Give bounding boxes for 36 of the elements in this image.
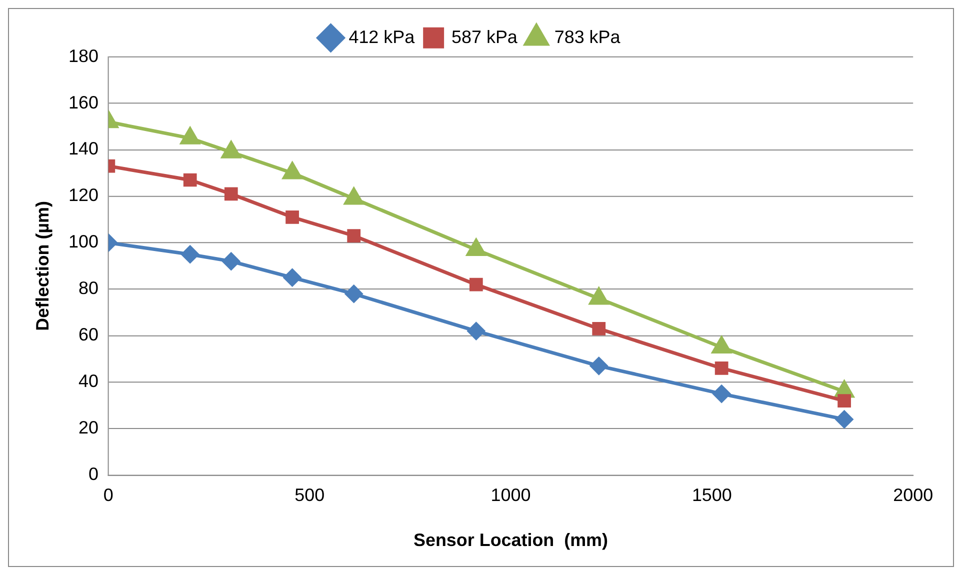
y-tick-label: 40 — [78, 371, 98, 392]
point — [183, 173, 197, 187]
x-tick-label: 1500 — [692, 484, 732, 505]
point — [838, 394, 851, 408]
y-tick-label: 20 — [78, 418, 98, 438]
point — [712, 385, 730, 403]
point — [467, 322, 485, 340]
legend-label: 783 kPa — [554, 26, 620, 47]
point — [714, 362, 728, 375]
x-tick-label: 1000 — [490, 484, 531, 505]
point — [836, 410, 854, 428]
y-tick-label: 80 — [78, 278, 98, 298]
legend-label: 412 kPa — [348, 26, 415, 47]
x-tick-label: 500 — [294, 484, 325, 505]
x-tick-label: 2000 — [893, 484, 934, 505]
x-axis-title: Sensor Location (mm) — [414, 530, 608, 550]
legend-label: 587 kPa — [452, 26, 518, 47]
point — [284, 268, 302, 286]
point — [347, 229, 361, 242]
y-tick-label: 0 — [88, 464, 98, 484]
point — [224, 187, 238, 201]
y-tick-label: 140 — [68, 138, 98, 159]
x-tick-label: 0 — [103, 484, 114, 505]
point — [469, 278, 483, 292]
point — [222, 252, 240, 270]
y-tick-label: 120 — [68, 185, 98, 206]
point — [286, 210, 299, 224]
point — [345, 285, 363, 303]
y-axis-title: Deflection (µm) — [32, 201, 53, 331]
point — [590, 357, 608, 375]
point — [181, 246, 199, 264]
y-tick-label: 160 — [68, 92, 98, 112]
y-tick-label: 180 — [68, 46, 98, 66]
y-tick-label: 60 — [78, 324, 98, 345]
point — [592, 322, 606, 336]
y-tick-label: 100 — [68, 232, 98, 252]
